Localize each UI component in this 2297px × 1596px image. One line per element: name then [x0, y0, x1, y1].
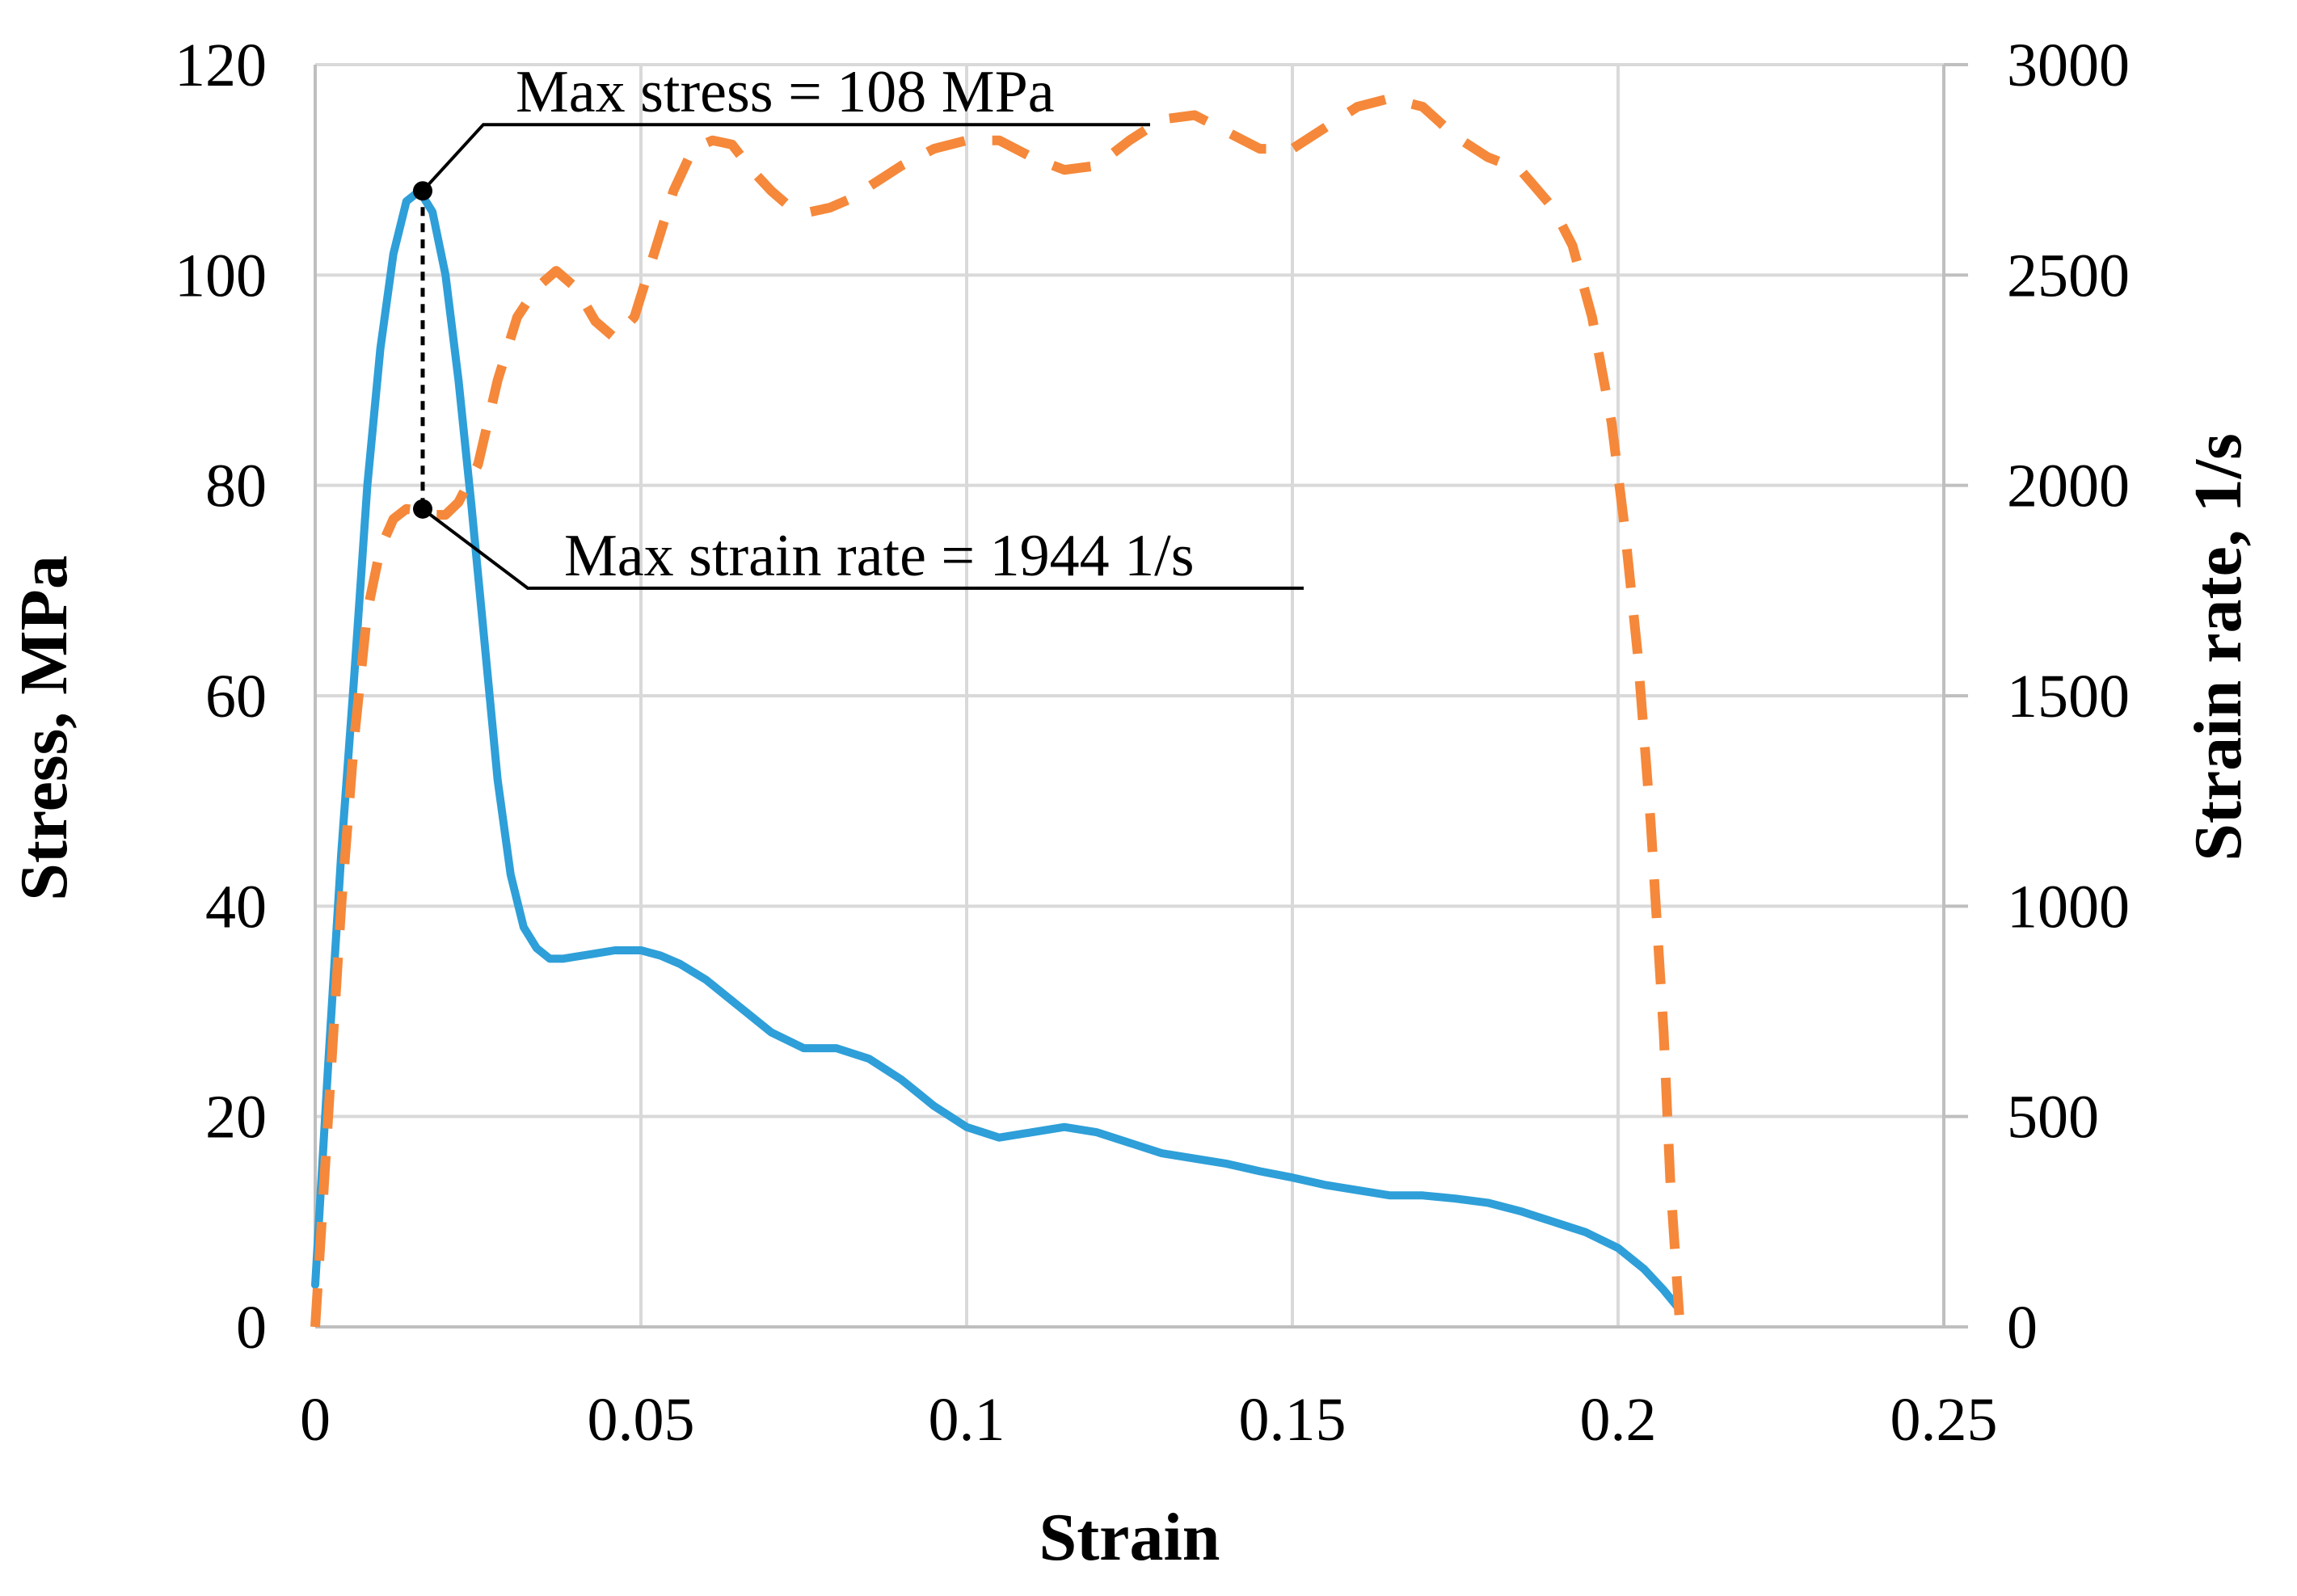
y-tick-label: 0 — [236, 1294, 267, 1362]
max-stress-label: Max stress = 108 MPa — [516, 59, 1055, 125]
y-tick-label: 80 — [205, 453, 267, 520]
max-strain-rate-label: Max strain rate = 1944 1/s — [564, 523, 1195, 589]
y2-tick-label: 2500 — [2007, 242, 2130, 310]
y-tick-label: 120 — [175, 32, 267, 99]
y2-tick-label: 0 — [2007, 1294, 2038, 1362]
max-stress-point — [412, 181, 432, 201]
max-strain-rate-leader-line — [421, 507, 1304, 590]
x-tick-label: 0.1 — [929, 1386, 1005, 1454]
y-tick-label: 100 — [175, 242, 267, 310]
y-axis-title: Stress, MPa — [6, 555, 82, 901]
y-tick-label: 20 — [205, 1084, 267, 1152]
y2-axis-title: Strain rate, 1/s — [2181, 433, 2256, 861]
y2-tick-label: 1000 — [2007, 873, 2130, 941]
y2-tick-label: 1500 — [2007, 663, 2130, 731]
x-axis-title: Strain — [1039, 1500, 1220, 1575]
x-tick-label: 0.25 — [1890, 1386, 1998, 1454]
axes: 0 20 40 60 80 100 120 0 500 1000 1500 2000 2500 3000 0… — [175, 32, 2130, 1454]
x-tick-label: 0.15 — [1239, 1386, 1347, 1454]
y-tick-label: 60 — [205, 663, 267, 731]
stress-line — [311, 187, 1681, 1310]
strain-rate-line — [310, 93, 1685, 1328]
x-tick-label: 0.05 — [588, 1386, 695, 1454]
max-strain-rate-point — [412, 499, 432, 519]
x-tick-label: 0 — [300, 1386, 331, 1454]
y2-tick-label: 500 — [2007, 1084, 2099, 1152]
x-tick-label: 0.2 — [1580, 1386, 1657, 1454]
series-lines — [310, 93, 1685, 1328]
y2-tick-label: 2000 — [2007, 453, 2130, 520]
annotations: Max stress = 108 MPa Max strain rate = 1… — [412, 59, 1304, 590]
max-stress-leader-line — [421, 123, 1150, 192]
y2-tick-label: 3000 — [2007, 32, 2130, 99]
y-tick-label: 40 — [205, 873, 267, 941]
